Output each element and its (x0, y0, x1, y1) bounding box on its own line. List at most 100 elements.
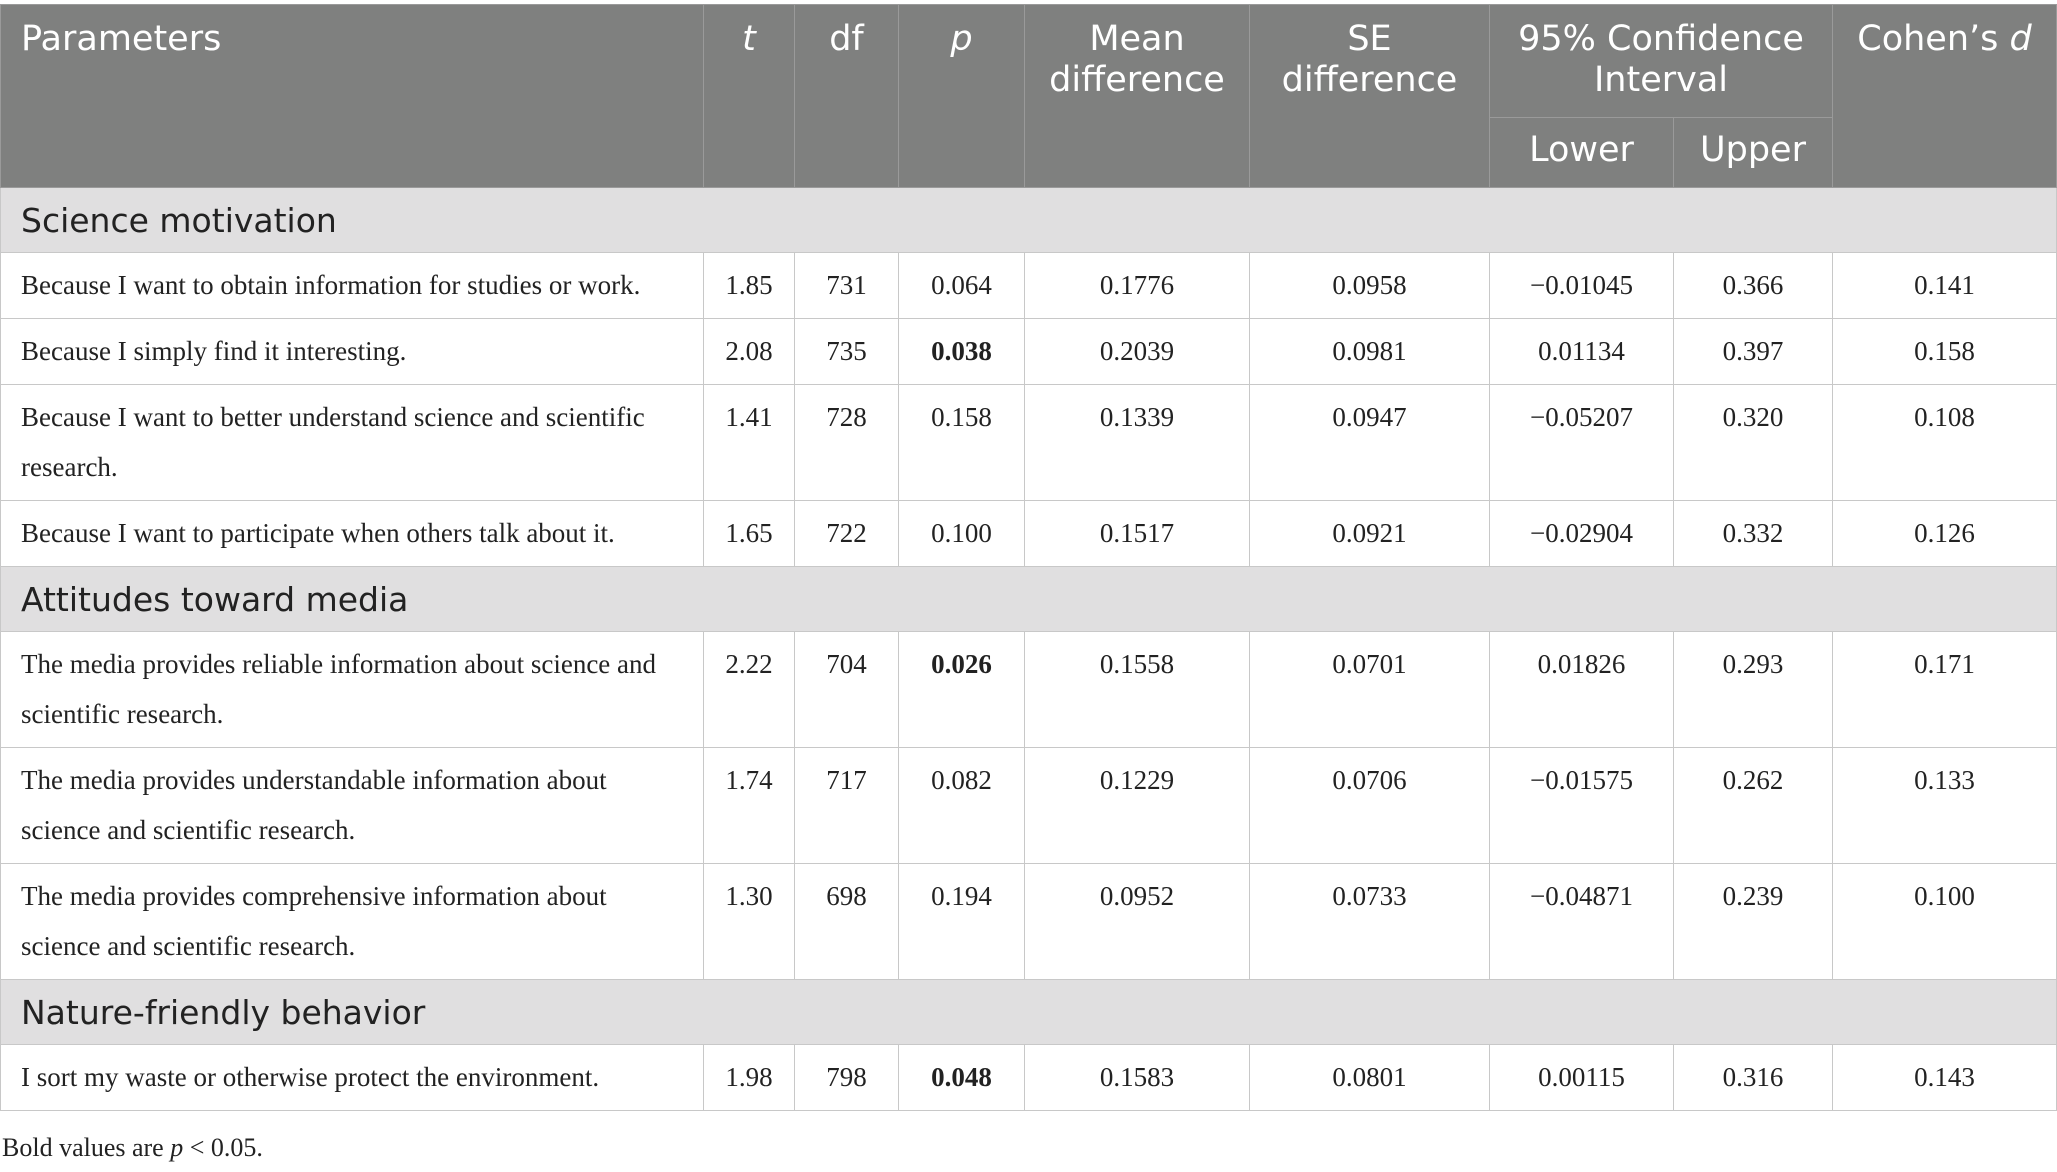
header-lower: Lower (1489, 117, 1674, 188)
table-row: Because I simply find it interesting. 2.0… (0, 318, 2057, 385)
cell-mean: 0.0952 (1024, 863, 1250, 980)
cell-p: 0.194 (898, 863, 1025, 980)
cell-d: 0.133 (1832, 747, 2057, 864)
header-t: t (703, 4, 795, 188)
cell-se: 0.0947 (1249, 384, 1490, 501)
table-row: The media provides understandable inform… (0, 747, 2057, 864)
cell-t: 2.22 (703, 631, 795, 748)
cell-upper: 0.332 (1673, 500, 1833, 567)
cell-upper: 0.397 (1673, 318, 1833, 385)
table-header: Parameters t df p Mean difference SE dif… (0, 4, 2057, 188)
cell-mean: 0.2039 (1024, 318, 1250, 385)
section-row: Science motivation (0, 187, 2057, 253)
cell-t: 1.41 (703, 384, 795, 501)
table-row: The media provides comprehensive informa… (0, 863, 2057, 980)
row-label: I sort my waste or otherwise protect the… (0, 1044, 704, 1111)
cell-d: 0.158 (1832, 318, 2057, 385)
cell-se: 0.0921 (1249, 500, 1490, 567)
cell-upper: 0.366 (1673, 252, 1833, 319)
cell-t: 1.74 (703, 747, 795, 864)
cell-p: 0.158 (898, 384, 1025, 501)
cell-t: 1.65 (703, 500, 795, 567)
header-upper: Upper (1673, 117, 1833, 188)
cell-t: 1.98 (703, 1044, 795, 1111)
cell-se: 0.0706 (1249, 747, 1490, 864)
cell-df: 735 (794, 318, 899, 385)
cell-lower: 0.00115 (1489, 1044, 1674, 1111)
cell-d: 0.108 (1832, 384, 2057, 501)
section-title: Science motivation (0, 187, 2057, 253)
cell-lower: −0.04871 (1489, 863, 1674, 980)
cell-d: 0.143 (1832, 1044, 2057, 1111)
cell-p: 0.100 (898, 500, 1025, 567)
cell-upper: 0.320 (1673, 384, 1833, 501)
cell-df: 798 (794, 1044, 899, 1111)
header-parameters: Parameters (0, 4, 704, 188)
footnote-prefix: Bold values are (2, 1133, 171, 1162)
footnote-suffix: < 0.05. (183, 1133, 263, 1162)
header-mean-difference: Mean difference (1024, 4, 1250, 188)
cell-mean: 0.1339 (1024, 384, 1250, 501)
cell-p: 0.038 (898, 318, 1025, 385)
cell-t: 1.30 (703, 863, 795, 980)
cell-upper: 0.262 (1673, 747, 1833, 864)
section-row: Nature-friendly behavior (0, 979, 2057, 1045)
table-row: The media provides reliable information … (0, 631, 2057, 748)
header-p-text: p (950, 19, 973, 59)
cell-d: 0.141 (1832, 252, 2057, 319)
cell-p: 0.064 (898, 252, 1025, 319)
cell-mean: 0.1776 (1024, 252, 1250, 319)
row-label: Because I want to participate when other… (0, 500, 704, 567)
section-title: Attitudes toward media (0, 566, 2057, 632)
cell-se: 0.0958 (1249, 252, 1490, 319)
cell-mean: 0.1229 (1024, 747, 1250, 864)
cell-lower: −0.01575 (1489, 747, 1674, 864)
table-row: Because I want to obtain information for… (0, 252, 2057, 319)
cell-lower: −0.01045 (1489, 252, 1674, 319)
table-row: Because I want to better understand scie… (0, 384, 2057, 501)
cell-se: 0.0701 (1249, 631, 1490, 748)
row-label: Because I simply find it interesting. (0, 318, 704, 385)
results-table: Parameters t df p Mean difference SE dif… (0, 4, 2057, 1111)
cell-se: 0.0801 (1249, 1044, 1490, 1111)
header-df: df (794, 4, 899, 188)
header-se-difference: SE difference (1249, 4, 1490, 188)
header-cohens-d: Cohen’s d (1832, 4, 2057, 188)
row-label: The media provides reliable information … (0, 631, 704, 748)
header-t-text: t (742, 19, 756, 59)
table-footnote: Bold values are p < 0.05. (2, 1133, 263, 1163)
cell-df: 731 (794, 252, 899, 319)
row-label: The media provides comprehensive informa… (0, 863, 704, 980)
cell-p: 0.026 (898, 631, 1025, 748)
cell-lower: 0.01826 (1489, 631, 1674, 748)
table-row: Because I want to participate when other… (0, 500, 2057, 567)
cell-df: 717 (794, 747, 899, 864)
header-cohens-prefix: Cohen’s (1857, 19, 2010, 59)
footnote-p: p (170, 1133, 184, 1162)
row-label: The media provides understandable inform… (0, 747, 704, 864)
cell-upper: 0.316 (1673, 1044, 1833, 1111)
table-body: Science motivation Because I want to obta… (0, 187, 2057, 1111)
row-label: Because I want to better understand scie… (0, 384, 704, 501)
cell-lower: 0.01134 (1489, 318, 1674, 385)
cell-lower: −0.02904 (1489, 500, 1674, 567)
cell-df: 722 (794, 500, 899, 567)
cell-mean: 0.1558 (1024, 631, 1250, 748)
header-confidence-interval: 95% Confidence Interval (1489, 4, 1833, 118)
section-row: Attitudes toward media (0, 566, 2057, 632)
cell-lower: −0.05207 (1489, 384, 1674, 501)
header-cohens-d-letter: d (2009, 19, 2032, 59)
cell-mean: 0.1517 (1024, 500, 1250, 567)
cell-d: 0.100 (1832, 863, 2057, 980)
cell-p: 0.082 (898, 747, 1025, 864)
cell-t: 2.08 (703, 318, 795, 385)
cell-se: 0.0981 (1249, 318, 1490, 385)
cell-mean: 0.1583 (1024, 1044, 1250, 1111)
cell-p: 0.048 (898, 1044, 1025, 1111)
cell-df: 704 (794, 631, 899, 748)
row-label: Because I want to obtain information for… (0, 252, 704, 319)
section-title: Nature-friendly behavior (0, 979, 2057, 1045)
header-p: p (898, 4, 1025, 188)
cell-df: 698 (794, 863, 899, 980)
cell-upper: 0.239 (1673, 863, 1833, 980)
